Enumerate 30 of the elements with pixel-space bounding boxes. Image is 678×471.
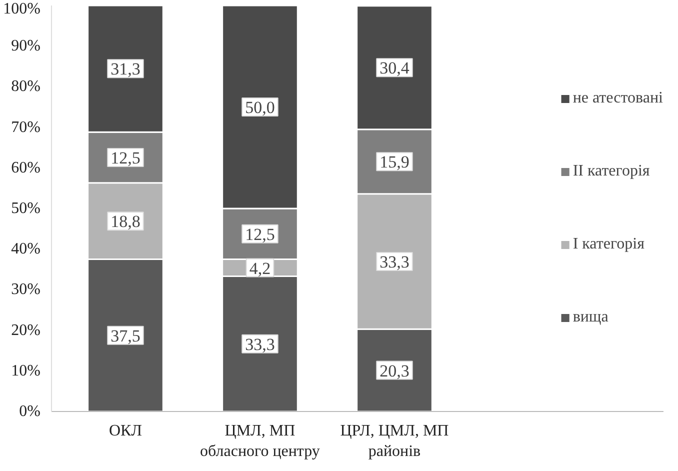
y-tick-label: 90% (11, 38, 40, 55)
y-tick-label: 40% (11, 240, 40, 258)
y-tick-label: 20% (11, 322, 40, 339)
y-tick-label: 30% (11, 281, 40, 298)
data-label: 33,3 (380, 252, 410, 272)
data-label: 37,5 (110, 326, 140, 346)
legend-label: ІІ категорія (572, 162, 650, 180)
y-tick-label: 80% (11, 78, 40, 96)
y-tick-label: 10% (11, 362, 40, 380)
legend-label: І категорія (572, 236, 644, 254)
data-label: 4,2 (249, 258, 271, 278)
legend-label: не атестовані (572, 90, 663, 108)
legend-label: вища (572, 308, 608, 326)
x-tick-label: ЦРЛ, ЦМЛ, МП районів (340, 422, 450, 460)
data-label: 30,4 (380, 58, 410, 78)
data-label: 18,8 (110, 212, 140, 232)
data-label: 12,5 (245, 224, 275, 244)
y-tick-label: 100% (3, 0, 40, 18)
data-label: 50,0 (245, 98, 275, 117)
data-label: 33,3 (245, 334, 275, 354)
data-label: 12,5 (110, 148, 140, 168)
y-tick-label: 60% (11, 159, 40, 176)
data-label: 15,9 (380, 152, 410, 172)
y-tick-label: 0% (19, 403, 40, 420)
x-tick-label: ОКЛ (108, 422, 142, 440)
y-tick-label: 70% (11, 118, 40, 136)
data-label: 31,3 (110, 60, 140, 79)
data-label: 20,3 (380, 361, 410, 380)
x-tick-label: ЦМЛ, МП обласного центру (200, 422, 320, 460)
y-tick-label: 50% (11, 200, 40, 217)
